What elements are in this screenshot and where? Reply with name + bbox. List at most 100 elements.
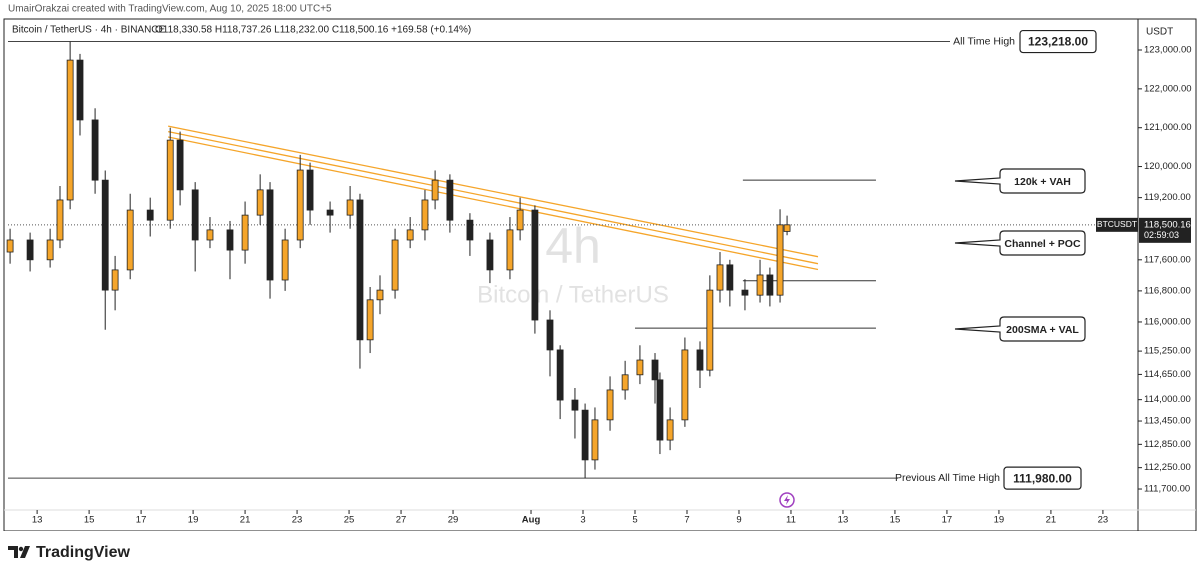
x-tick-label: 25 [344, 515, 355, 526]
event-icon[interactable] [779, 492, 795, 508]
candle-body [91, 119, 99, 181]
level-label: 123,218.00 [1028, 35, 1088, 49]
candle-body [46, 239, 54, 261]
ohlc-text: O118,330.58 H118,737.26 L118,232.00 C118… [155, 25, 471, 36]
x-tick-label: 11 [786, 515, 796, 526]
x-tick-label: 15 [84, 515, 95, 526]
level-name: Previous All Time High [895, 472, 1000, 484]
footer-bar [0, 531, 1200, 575]
callout [954, 230, 1086, 256]
y-tick-label: 114,000.00 [1144, 394, 1191, 405]
candle-body [126, 209, 134, 271]
currency: USDT [1146, 27, 1173, 38]
candle-body [606, 389, 614, 421]
candle-body [486, 239, 494, 271]
candle-body [466, 219, 474, 241]
candle-body [256, 189, 264, 216]
symbol-tag-label: BTCUSDT [1097, 219, 1137, 229]
x-tick-label: 5 [632, 515, 637, 526]
candle-body [206, 229, 214, 241]
y-tick-label: 121,000.00 [1144, 122, 1192, 133]
candle-body [571, 399, 579, 411]
symbol-title: Bitcoin / TetherUS · 4h · BINANCE [12, 25, 166, 36]
x-tick-label: 13 [32, 515, 43, 526]
candle-body [326, 209, 334, 216]
candle-body [366, 299, 374, 341]
candle-body [546, 319, 554, 351]
candle-body [621, 374, 629, 391]
candle-body [281, 239, 289, 281]
y-tick-label: 120,000.00 [1144, 161, 1192, 172]
callout-label: 200SMA + VAL [1006, 324, 1079, 336]
x-tick-label: 21 [240, 515, 251, 526]
x-tick-label: 29 [448, 515, 459, 526]
candle-body [406, 229, 414, 241]
candle-body [716, 264, 724, 291]
candle-body [656, 379, 664, 441]
candle-body [706, 289, 714, 371]
y-tick-label: 111,700.00 [1144, 484, 1190, 495]
channel-line [167, 136, 819, 271]
level-label: 111,980.00 [1013, 471, 1072, 485]
candle-body [306, 169, 314, 211]
candle-body [516, 209, 524, 231]
candle-body [726, 264, 734, 291]
x-tick-label: 19 [188, 515, 199, 526]
candle-body [446, 179, 454, 221]
candle-body [101, 179, 109, 291]
price-tag [1139, 217, 1191, 243]
candle-body [26, 239, 34, 261]
candle-body [6, 239, 14, 253]
header: UmairOrakzai created with TradingView.co… [8, 4, 332, 15]
y-tick-label: 122,000.00 [1144, 83, 1192, 94]
candle-body [651, 359, 659, 381]
y-tick-label: 114,650.00 [1144, 369, 1191, 380]
candle-body [76, 59, 84, 121]
x-tick-label: 23 [292, 515, 303, 526]
x-tick-label: 21 [1046, 515, 1057, 526]
y-tick-label: 112,850.00 [1144, 439, 1191, 450]
y-tick-label: 117,600.00 [1144, 254, 1191, 265]
y-tick-label: 112,250.00 [1144, 462, 1191, 473]
x-tick-label: 17 [136, 515, 147, 526]
candle-body [431, 179, 439, 201]
x-tick-label: 23 [1098, 515, 1109, 526]
y-tick-label: 116,000.00 [1144, 316, 1191, 327]
x-tick-label: 15 [890, 515, 901, 526]
logo-icon [8, 546, 30, 558]
x-tick-label: 7 [684, 515, 689, 526]
x-tick-label: 17 [942, 515, 953, 526]
candle-body [783, 224, 791, 232]
candle-body [756, 274, 764, 296]
countdown: 02:59:03 [1144, 230, 1179, 240]
candle-body [56, 199, 64, 241]
x-tick-label: 9 [736, 515, 741, 526]
callout [954, 168, 1086, 194]
candle-body [591, 419, 599, 461]
candle-body [766, 274, 774, 296]
candle-body [391, 239, 399, 291]
symbol-tag [1096, 217, 1138, 232]
candle-body [581, 409, 589, 461]
y-tick-label: 123,000.00 [1144, 45, 1192, 56]
watermark-symbol: Bitcoin / TetherUS [477, 281, 669, 308]
candle-body [226, 229, 234, 251]
logo-dot [18, 546, 24, 552]
level-box [1019, 29, 1097, 54]
level-box [1003, 466, 1082, 490]
candle-body [241, 214, 249, 251]
y-tick-label: 115,250.00 [1144, 346, 1191, 357]
channel-line [167, 130, 819, 265]
candle-body [66, 59, 74, 201]
price-tag-label: 118,500.16 [1144, 219, 1191, 230]
x-tick-label: 27 [396, 515, 407, 526]
candle-body [506, 229, 514, 271]
x-tick-label: 3 [580, 515, 585, 526]
candle-body [376, 289, 384, 301]
candle-body [166, 139, 174, 221]
callout-label: Channel + POC [1004, 238, 1081, 250]
candle-body [776, 224, 784, 296]
candle-body [356, 199, 364, 341]
